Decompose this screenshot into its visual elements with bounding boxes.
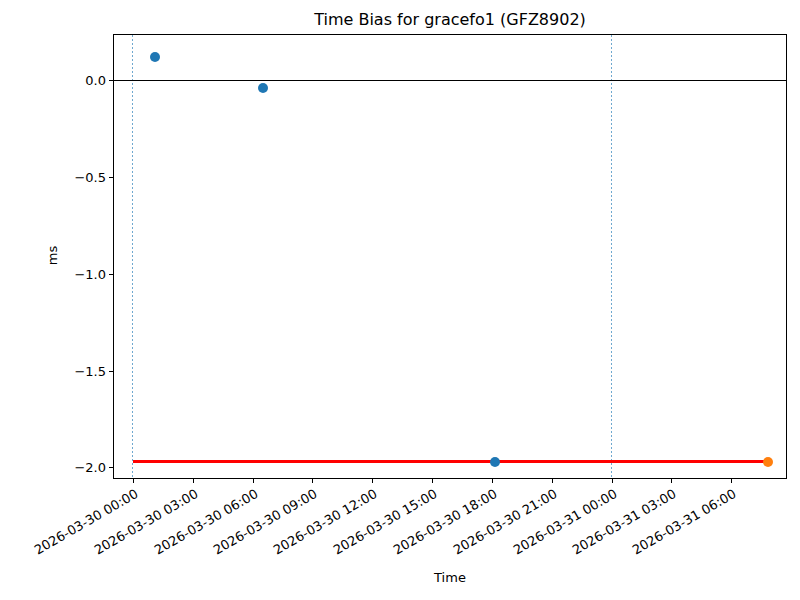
x-tick-label-text: 2026-03-30 03:00: [92, 486, 201, 558]
chart-title: Time Bias for gracefo1 (GFZ8902): [113, 10, 787, 29]
zero-line: [114, 80, 786, 81]
y-tick-label: −2.0: [36, 459, 106, 476]
x-tick-mark: [552, 479, 553, 483]
x-axis-label: Time: [113, 570, 787, 585]
data-point-time-bias-observations: [258, 83, 268, 93]
y-tick-label: −1.5: [36, 363, 106, 380]
plot-area: [113, 34, 787, 479]
x-tick-label-text: 2026-03-31 06:00: [630, 486, 739, 558]
data-point-time-bias-latest: [763, 457, 773, 467]
x-tick-label-text: 2026-03-31 00:00: [511, 486, 620, 558]
y-tick-label: 0.0: [36, 72, 106, 89]
x-tick-mark: [671, 479, 672, 483]
x-tick-mark: [612, 479, 613, 483]
x-tick-label-text: 2026-03-30 18:00: [391, 486, 500, 558]
y-tick-label: −1.0: [36, 266, 106, 283]
x-tick-label-text: 2026-03-30 15:00: [331, 486, 440, 558]
y-tick-mark: [109, 371, 113, 372]
y-tick-mark: [109, 177, 113, 178]
y-tick-mark: [109, 467, 113, 468]
y-tick-mark: [109, 274, 113, 275]
x-tick-mark: [253, 479, 254, 483]
data-point-time-bias-observations: [490, 457, 500, 467]
x-tick-mark: [372, 479, 373, 483]
x-tick-mark: [492, 479, 493, 483]
y-tick-mark: [109, 80, 113, 81]
x-tick-label-text: 2026-03-30 12:00: [271, 486, 380, 558]
x-tick-mark: [731, 479, 732, 483]
x-tick-mark: [312, 479, 313, 483]
y-tick-label: −0.5: [36, 169, 106, 186]
x-tick-mark: [193, 479, 194, 483]
x-tick-mark: [432, 479, 433, 483]
x-tick-label-text: 2026-03-30 00:00: [32, 486, 141, 558]
x-tick-label-text: 2026-03-30 06:00: [152, 486, 261, 558]
data-point-time-bias-observations: [150, 52, 160, 62]
day-boundary-line: [132, 35, 133, 478]
x-tick-label-text: 2026-03-30 21:00: [451, 486, 560, 558]
x-tick-mark: [133, 479, 134, 483]
x-tick-label-text: 2026-03-31 03:00: [570, 486, 679, 558]
bias-line: [133, 460, 768, 463]
x-tick-label-text: 2026-03-30 09:00: [211, 486, 320, 558]
chart-figure: Time Bias for gracefo1 (GFZ8902) ms Time…: [0, 0, 800, 600]
day-boundary-line: [611, 35, 612, 478]
